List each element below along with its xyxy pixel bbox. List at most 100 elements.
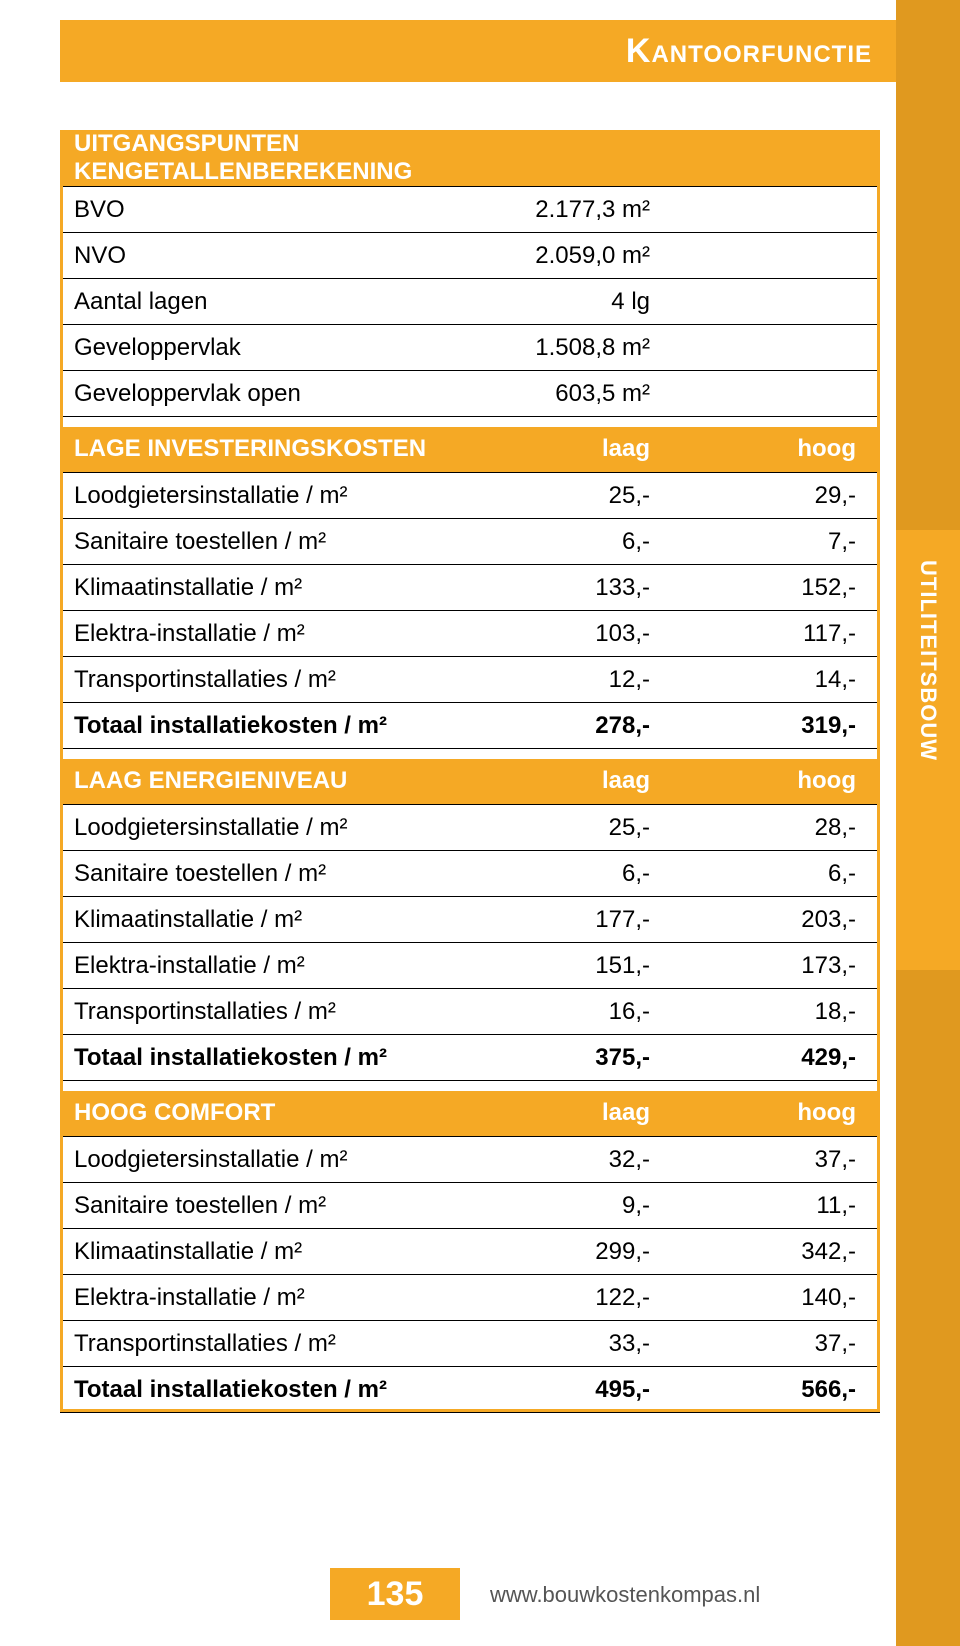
row-label: Loodgietersinstallatie / m² [60, 805, 500, 851]
table-row [60, 417, 880, 427]
table-row: Transportinstallaties / m²16,-18,- [60, 989, 880, 1035]
row-value-1: 33,- [500, 1321, 690, 1367]
row-value-1: 6,- [500, 851, 690, 897]
table-row: Klimaatinstallatie / m²299,-342,- [60, 1229, 880, 1275]
table-row [60, 1413, 880, 1423]
row-value-1: 9,- [500, 1183, 690, 1229]
row-label: Geveloppervlak [60, 325, 500, 371]
row-value-1: 6,- [500, 519, 690, 565]
table-row: Loodgietersinstallatie / m²32,-37,- [60, 1137, 880, 1183]
table-row: NVO2.059,0 m² [60, 233, 880, 279]
table-row: Loodgietersinstallatie / m²25,-28,- [60, 805, 880, 851]
row-value-2: 566,- [690, 1367, 880, 1413]
table-container: UITGANGSPUNTEN KENGETALLENBEREKENINGBVO2… [60, 130, 880, 1423]
spacer-cell [60, 1081, 880, 1091]
table-row: HOOG COMFORTlaaghoog [60, 1091, 880, 1137]
spacer-cell [60, 1413, 880, 1423]
row-label: Totaal installatiekosten / m² [60, 1367, 500, 1413]
row-label: Elektra-installatie / m² [60, 1275, 500, 1321]
row-value-2: 37,- [690, 1137, 880, 1183]
data-table: UITGANGSPUNTEN KENGETALLENBEREKENINGBVO2… [60, 130, 880, 1423]
spacer-cell [60, 749, 880, 759]
table-row: Elektra-installatie / m²103,-117,- [60, 611, 880, 657]
row-label: NVO [60, 233, 500, 279]
row-value-2: 342,- [690, 1229, 880, 1275]
page: UTILITEITSBOUW Kantoorfunctie UITGANGSPU… [0, 0, 960, 1646]
row-value-2: 11,- [690, 1183, 880, 1229]
row-label: Transportinstallaties / m² [60, 657, 500, 703]
table-row: Transportinstallaties / m²33,-37,- [60, 1321, 880, 1367]
row-label: Sanitaire toestellen / m² [60, 1183, 500, 1229]
row-value-1: 103,- [500, 611, 690, 657]
row-value-1: 12,- [500, 657, 690, 703]
table-row: BVO2.177,3 m² [60, 187, 880, 233]
row-value-1: 16,- [500, 989, 690, 1035]
page-number-box: 135 [330, 1568, 460, 1620]
row-label: Klimaatinstallatie / m² [60, 897, 500, 943]
sidebar-block [896, 970, 960, 1646]
table-row: Elektra-installatie / m²151,-173,- [60, 943, 880, 989]
row-value-2: hoog [690, 1091, 880, 1137]
row-value-2 [690, 371, 880, 417]
row-value-1: 177,- [500, 897, 690, 943]
row-value-1: 375,- [500, 1035, 690, 1081]
row-value-2: 203,- [690, 897, 880, 943]
row-value-1 [500, 130, 690, 187]
row-value-2: 7,- [690, 519, 880, 565]
row-label: Totaal installatiekosten / m² [60, 1035, 500, 1081]
row-label: UITGANGSPUNTEN KENGETALLENBEREKENING [60, 130, 500, 187]
row-value-1: 25,- [500, 805, 690, 851]
row-label: Totaal installatiekosten / m² [60, 703, 500, 749]
row-label: HOOG COMFORT [60, 1091, 500, 1137]
row-value-1: 4 lg [500, 279, 690, 325]
table-row: Sanitaire toestellen / m²6,-6,- [60, 851, 880, 897]
row-value-1: 278,- [500, 703, 690, 749]
row-value-1: laag [500, 1091, 690, 1137]
table-row: Klimaatinstallatie / m²133,-152,- [60, 565, 880, 611]
table-row: UITGANGSPUNTEN KENGETALLENBEREKENING [60, 130, 880, 187]
table-row [60, 749, 880, 759]
sidebar-block [896, 0, 960, 530]
row-value-2: hoog [690, 427, 880, 473]
row-value-2: 18,- [690, 989, 880, 1035]
row-value-2: 152,- [690, 565, 880, 611]
row-value-2 [690, 130, 880, 187]
row-label: Sanitaire toestellen / m² [60, 851, 500, 897]
row-value-2: 117,- [690, 611, 880, 657]
table-row: Geveloppervlak1.508,8 m² [60, 325, 880, 371]
table-row: Aantal lagen4 lg [60, 279, 880, 325]
row-value-2 [690, 325, 880, 371]
row-value-1: laag [500, 759, 690, 805]
row-value-1: laag [500, 427, 690, 473]
row-value-2: hoog [690, 759, 880, 805]
row-label: Transportinstallaties / m² [60, 1321, 500, 1367]
row-value-2: 29,- [690, 473, 880, 519]
row-value-2 [690, 187, 880, 233]
row-value-1: 133,- [500, 565, 690, 611]
row-value-2: 6,- [690, 851, 880, 897]
row-label: Transportinstallaties / m² [60, 989, 500, 1035]
table-row: Sanitaire toestellen / m²6,-7,- [60, 519, 880, 565]
row-value-2: 173,- [690, 943, 880, 989]
row-value-1: 32,- [500, 1137, 690, 1183]
table-row: LAAG ENERGIENIVEAUlaaghoog [60, 759, 880, 805]
row-value-2 [690, 233, 880, 279]
row-label: Klimaatinstallatie / m² [60, 1229, 500, 1275]
footer-url: www.bouwkostenkompas.nl [490, 1582, 760, 1608]
row-value-1: 299,- [500, 1229, 690, 1275]
row-label: BVO [60, 187, 500, 233]
sidebar-block: UTILITEITSBOUW [896, 530, 960, 970]
table-row: Geveloppervlak open603,5 m² [60, 371, 880, 417]
table-row: Totaal installatiekosten / m²278,-319,- [60, 703, 880, 749]
row-value-2 [690, 279, 880, 325]
row-value-1: 25,- [500, 473, 690, 519]
title-bar: Kantoorfunctie [60, 20, 896, 82]
row-value-1: 495,- [500, 1367, 690, 1413]
table-row: Klimaatinstallatie / m²177,-203,- [60, 897, 880, 943]
row-label: Loodgietersinstallatie / m² [60, 1137, 500, 1183]
row-value-1: 122,- [500, 1275, 690, 1321]
table-row: Totaal installatiekosten / m²495,-566,- [60, 1367, 880, 1413]
row-label: Elektra-installatie / m² [60, 611, 500, 657]
row-value-2: 37,- [690, 1321, 880, 1367]
row-value-1: 151,- [500, 943, 690, 989]
